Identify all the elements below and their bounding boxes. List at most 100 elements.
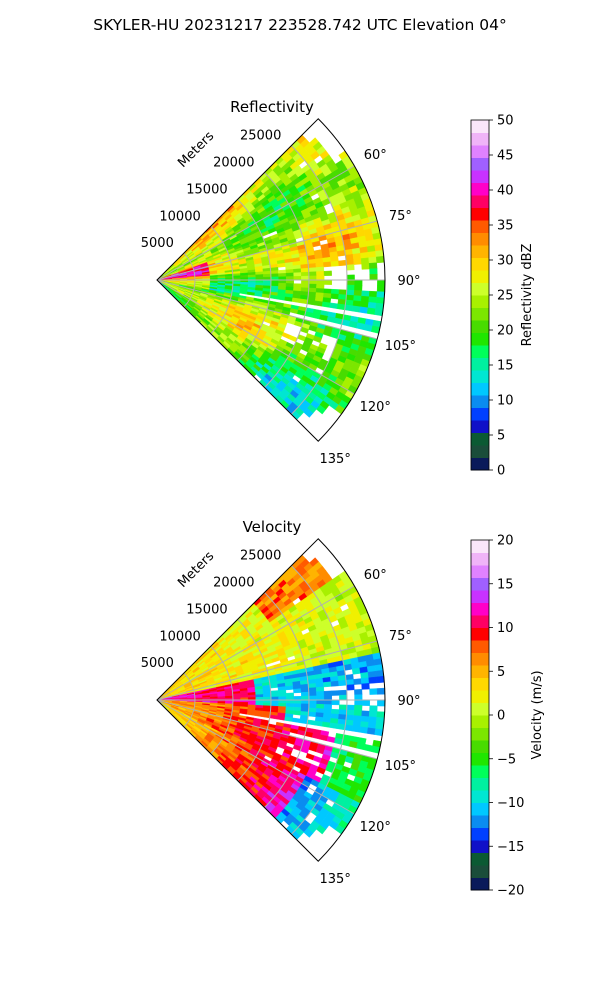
range-tick-label: 5000: [141, 656, 174, 671]
azimuth-spoke: [156, 165, 355, 281]
colorbar-swatch: [471, 840, 489, 853]
field-cell: [345, 679, 355, 686]
range-tick-label: 15000: [186, 602, 227, 617]
field-cell: [316, 404, 327, 415]
colorbar-swatch: [471, 865, 489, 878]
field-cell: [284, 716, 293, 722]
sector-frame: [156, 538, 386, 862]
field-cell: [354, 284, 363, 292]
range-tick-label: 15000: [186, 182, 227, 197]
field-cell: [344, 304, 354, 312]
azimuth-tick-label: 135°: [320, 872, 351, 887]
field-cell: [291, 717, 301, 723]
colorbar-swatch: [471, 195, 489, 208]
field-cell: [326, 736, 336, 743]
colorbar-swatch: [471, 540, 489, 553]
colorbar-tick-label: 0: [497, 709, 505, 724]
field-cell: [363, 744, 373, 752]
field-cell: [369, 268, 378, 275]
reflectivity-panel: Reflectivity 5000 10000 15000 20000 25000 Me…: [141, 98, 535, 479]
colorbar-swatch: [471, 357, 489, 371]
field-cell: [255, 694, 264, 698]
colorbar-swatch: [471, 677, 489, 691]
field-cell: [316, 275, 325, 281]
field-cell: [276, 715, 286, 721]
azimuth-tick-label: 135°: [320, 452, 351, 467]
colorbar-swatch: [471, 457, 489, 471]
velocity-colorbar-label: Velocity (m/s): [530, 670, 545, 759]
colorbar-swatch: [471, 802, 489, 816]
field-cell: [353, 710, 363, 717]
field-cell: [308, 283, 317, 289]
colorbar-swatch: [471, 382, 489, 396]
field-cell: [285, 692, 294, 697]
velocity-field: [157, 554, 385, 841]
field-cell: [336, 303, 346, 311]
azimuth-tick-label: 75°: [389, 209, 412, 224]
field-cell: [316, 271, 325, 277]
field-cell: [360, 677, 370, 685]
field-cell: [377, 699, 385, 707]
colorbar-tick-label: 10: [497, 394, 514, 409]
field-cell: [346, 264, 355, 271]
colorbar-swatch: [471, 715, 489, 728]
field-cell: [316, 695, 325, 701]
field-cell: [338, 689, 348, 696]
colorbar-swatch: [471, 232, 489, 246]
field-cell: [331, 690, 340, 696]
field-cell: [263, 273, 272, 278]
field-cell: [336, 723, 346, 731]
colorbar-swatch: [471, 282, 489, 296]
field-cell: [316, 283, 325, 290]
field-cell: [323, 690, 332, 696]
field-cell: [321, 721, 331, 728]
field-cell: [361, 263, 370, 270]
sector-frame: [156, 118, 386, 442]
field-cell: [263, 693, 272, 698]
azimuth-tick-label: 120°: [360, 820, 391, 835]
field-cell: [269, 294, 278, 300]
colorbar-tick-label: −10: [497, 796, 524, 811]
field-cell: [270, 693, 279, 698]
field-cell: [316, 703, 325, 710]
field-cell: [293, 272, 302, 277]
field-cell: [285, 279, 295, 284]
colorbar-swatch: [471, 615, 489, 628]
field-cell: [323, 704, 332, 710]
field-cell: [368, 676, 377, 684]
velocity-colorbar: −20 −15 −10 −5 0 5 10 15 20: [470, 534, 524, 899]
reflectivity-field: [157, 134, 385, 421]
field-cell: [363, 324, 373, 332]
field-cell: [316, 279, 325, 285]
field-cell: [353, 678, 362, 685]
colorbar-swatch: [471, 182, 489, 196]
colorbar-tick-label: 30: [497, 254, 514, 269]
azimuth-tick-label: 60°: [364, 568, 387, 583]
azimuth-spoke: [156, 699, 355, 815]
colorbar-swatch: [471, 740, 489, 753]
velocity-range-labels: 5000 10000 15000 20000 25000: [141, 549, 282, 671]
field-cell: [329, 302, 339, 309]
colorbar-swatch: [471, 640, 489, 653]
colorbar-tick-label: 20: [497, 324, 514, 339]
field-cell: [323, 279, 333, 285]
field-cell: [308, 695, 317, 701]
field-cell: [306, 299, 316, 306]
field-cell: [277, 262, 286, 268]
colorbar-swatch: [471, 332, 489, 346]
field-cell: [276, 295, 286, 301]
field-cell: [285, 699, 295, 704]
field-cell: [338, 259, 347, 267]
colorbar-swatch: [471, 727, 489, 741]
velocity-title: Velocity: [243, 518, 302, 536]
field-cell: [376, 285, 385, 293]
velocity-panel: Velocity 5000 10000 15000 20000 25000 Meters…: [141, 518, 545, 899]
reflectivity-range-labels: 5000 10000 15000 20000 25000: [141, 129, 282, 251]
field-cell: [308, 275, 317, 281]
field-cell: [351, 305, 361, 313]
colorbar-tick-label: 45: [497, 149, 514, 164]
range-tick-label: 10000: [159, 209, 200, 224]
velocity-grid: [156, 538, 386, 862]
range-tick-label: 25000: [240, 129, 281, 144]
field-cell: [351, 667, 361, 675]
